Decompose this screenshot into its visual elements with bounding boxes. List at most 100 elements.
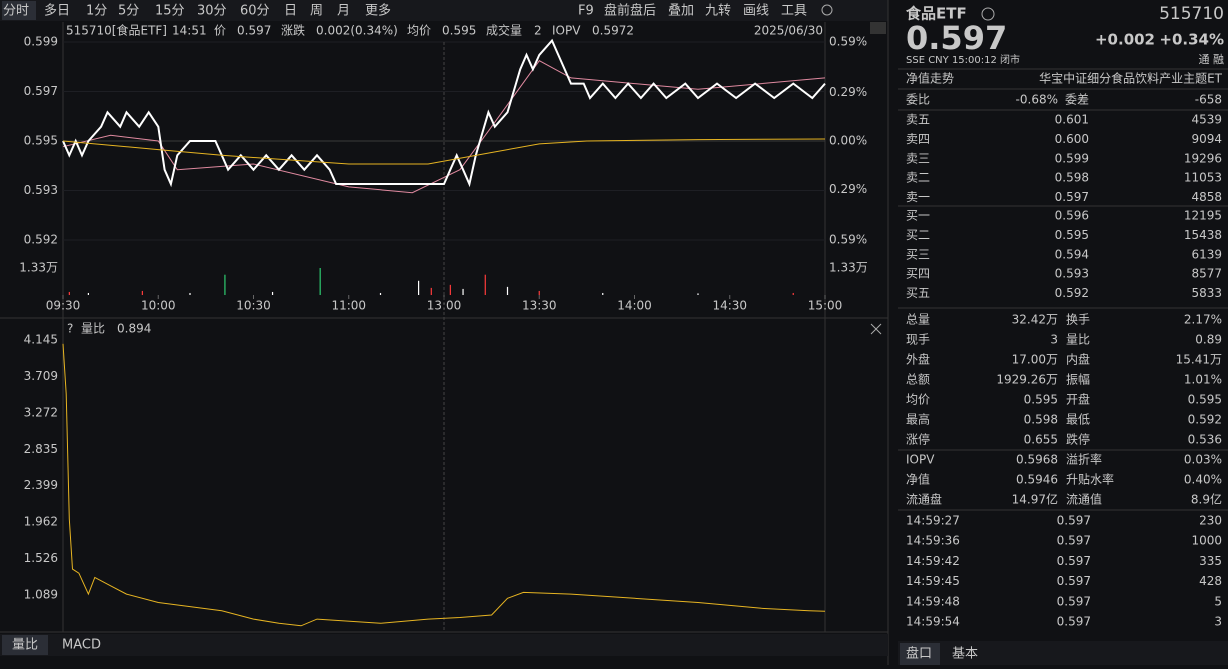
panel-tab[interactable]: 基本: [952, 647, 978, 662]
stat-label: 均价: [906, 393, 930, 407]
period-tab[interactable]: 月: [337, 4, 350, 19]
order-volume: 4858: [1191, 190, 1222, 204]
order-price: 0.601: [1055, 113, 1089, 127]
stat-label: 总额: [906, 373, 930, 387]
order-price: 0.596: [1055, 209, 1089, 223]
stat-value: 0.598: [1024, 413, 1058, 427]
bottom-tab[interactable]: 量比: [12, 638, 38, 653]
stat-label: 跌停: [1066, 432, 1090, 447]
y-tick-label: 0.597: [24, 84, 58, 98]
y-tick-label: 0.599: [24, 35, 58, 49]
stat-value: 0.655: [1024, 433, 1058, 447]
y-tick-label: 0.593: [24, 183, 58, 197]
info-value: 0.002(0.34%): [316, 24, 398, 38]
stat-value: 0.89: [1195, 333, 1222, 347]
stat-label: 外盘: [906, 352, 930, 367]
order-volume: 12195: [1184, 209, 1222, 223]
price-line: [62, 60, 826, 194]
trade-price: 0.597: [1057, 514, 1091, 528]
ratio-value: -0.68%: [1016, 93, 1058, 107]
ratio-tick-label: 2.835: [24, 442, 58, 456]
order-price: 0.599: [1055, 151, 1089, 165]
order-volume: 4539: [1191, 113, 1222, 127]
info-value: 2: [534, 24, 542, 38]
order-volume: 15438: [1184, 228, 1222, 242]
stat-label: 升贴水率: [1066, 472, 1114, 487]
stat-value: 15.41万: [1176, 353, 1222, 367]
stat-value: 1929.26万: [996, 373, 1058, 387]
order-price: 0.593: [1055, 267, 1089, 281]
order-label: 买五: [906, 286, 930, 300]
bottom-tab[interactable]: MACD: [62, 638, 101, 653]
ratio-help: 量比: [81, 322, 105, 336]
y2-tick-label: 0.29%: [829, 85, 867, 99]
volume-tick-label: 1.33万: [19, 261, 58, 275]
ratio-tick-label: 1.962: [24, 515, 58, 529]
order-label: 买四: [906, 267, 930, 281]
ratio-tick-label: 2.399: [24, 478, 58, 492]
period-tab[interactable]: 日: [284, 4, 297, 19]
stat-label: 流通盘: [906, 492, 942, 507]
stat-value: 8.9亿: [1191, 492, 1222, 507]
period-tab[interactable]: 周: [310, 4, 323, 19]
trade-price: 0.597: [1057, 554, 1091, 568]
stat-label: 流通值: [1066, 492, 1102, 507]
last-price: 0.597: [906, 19, 1007, 57]
bottom-tabs-bg: [0, 634, 888, 656]
tool-button[interactable]: 九转: [705, 4, 731, 19]
trade-time: 14:59:27: [906, 514, 960, 528]
stock-name: 食品ETF: [906, 5, 967, 23]
order-price: 0.594: [1055, 247, 1089, 261]
tool-button[interactable]: F9: [578, 4, 594, 19]
full-name: 华宝中证细分食品饮料产业主题ET: [1039, 71, 1223, 86]
tool-button[interactable]: 画线: [743, 4, 769, 19]
settings-icon[interactable]: [821, 4, 833, 16]
period-tab[interactable]: 更多: [365, 3, 391, 19]
tool-button[interactable]: 盘前盘后: [604, 3, 656, 19]
period-tab[interactable]: 15分: [155, 4, 185, 19]
stat-label: 净值: [906, 472, 930, 487]
period-tab[interactable]: 1分: [86, 4, 107, 19]
stat-label: 振幅: [1066, 372, 1090, 387]
tool-button[interactable]: 叠加: [668, 4, 694, 19]
x-tick-label: 10:00: [141, 299, 176, 313]
price-line: [62, 138, 826, 165]
panel-tab[interactable]: 盘口: [906, 646, 932, 662]
ratio-question: ?: [67, 322, 73, 336]
order-label: 卖三: [906, 151, 930, 165]
info-icon[interactable]: [981, 7, 995, 21]
trade-volume: 1000: [1191, 534, 1222, 548]
period-tab[interactable]: 分时: [3, 4, 29, 19]
info-code: 515710[食品ETF]: [66, 23, 167, 38]
stat-value: 17.00万: [1012, 353, 1058, 367]
close-icon[interactable]: [870, 323, 882, 335]
stat-label: IOPV: [906, 453, 935, 467]
x-tick-label: 13:00: [427, 299, 462, 313]
period-tab[interactable]: 30分: [197, 4, 227, 19]
trade-price: 0.597: [1057, 534, 1091, 548]
info-value: 0.5972: [592, 24, 634, 38]
order-price: 0.598: [1055, 171, 1089, 185]
order-price: 0.597: [1055, 190, 1089, 204]
trade-time: 14:59:48: [906, 594, 960, 608]
order-volume: 19296: [1184, 151, 1222, 165]
stat-value: 0.536: [1188, 433, 1222, 447]
trade-price: 0.597: [1057, 615, 1091, 629]
tool-button[interactable]: 工具: [781, 4, 807, 19]
x-tick-label: 14:00: [617, 299, 652, 313]
selected-tab-bg: [2, 1, 36, 20]
trade-price: 0.597: [1057, 574, 1091, 588]
ratio-value: 0.894: [117, 322, 151, 336]
ratio-line: [62, 343, 826, 627]
period-tab[interactable]: 多日: [44, 3, 70, 19]
period-tab[interactable]: 60分: [240, 4, 270, 19]
stat-value: 0.5946: [1016, 473, 1058, 487]
info-label: 涨跌: [281, 23, 305, 38]
ratio-label: 委差: [1065, 93, 1089, 107]
x-tick-label: 14:30: [712, 299, 747, 313]
info-time: 14:51: [172, 24, 207, 38]
order-label: 卖五: [906, 113, 930, 127]
period-tab[interactable]: 5分: [118, 4, 139, 19]
stat-label: 开盘: [1066, 392, 1090, 407]
